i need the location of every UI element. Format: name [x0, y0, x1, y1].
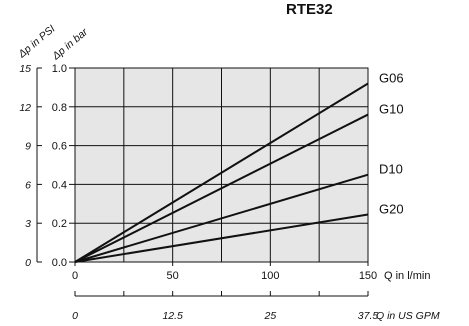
series-lines: G06 G10 D10 G20 [74, 71, 404, 263]
x-axis-lmin-tick-label: 150 [359, 270, 377, 282]
x-axis-lmin-tick-label: 50 [167, 270, 179, 282]
chart-title: RTE32 [286, 1, 333, 18]
x-axis-gpm-label: Q in US GPM [376, 310, 440, 322]
x-axis-gpm: 0 12.5 25 37.5 [72, 291, 378, 322]
series-line-d10 [74, 173, 369, 263]
x-axis-lmin-label: Q in l/min [384, 270, 430, 282]
y-axis-bar-tick-label: 1.0 [52, 63, 67, 75]
y-axis-bar-tick-label: 0.4 [52, 179, 67, 191]
x-axis-lmin-tick-label: 0 [72, 270, 78, 282]
y-axis-psi-tick-label: 12 [19, 102, 31, 114]
series-label-g10: G10 [379, 102, 404, 117]
y-axis-psi-tick-label: 15 [19, 63, 31, 75]
series-line-g10 [74, 113, 369, 263]
series-line-g20 [74, 213, 369, 263]
y-axis-bar-tick-label: 0.8 [52, 102, 67, 114]
x-axis-lmin-tick-label: 100 [261, 270, 279, 282]
series-label-g20: G20 [379, 201, 404, 216]
y-axis-psi-tick-label: 3 [25, 218, 31, 230]
y-axis-bar-tick-label: 0.2 [52, 218, 67, 230]
x-axis-lmin: 0 50 100 150 [72, 262, 377, 282]
y-axis-psi-tick-label: 6 [25, 179, 31, 191]
x-axis-gpm-tick-label: 0 [72, 310, 78, 322]
x-axis-gpm-tick-label: 25 [263, 310, 276, 322]
x-axis-gpm-tick-label: 12.5 [162, 310, 183, 322]
series-label-d10: D10 [379, 162, 403, 177]
y-axis-psi-tick-label: 0 [25, 257, 31, 269]
y-axis-psi: 0 3 6 9 12 15 [19, 63, 42, 269]
y-axis-bar: 0.0 0.2 0.4 0.6 0.8 1.0 [52, 63, 76, 269]
y-axis-bar-tick-label: 0.6 [52, 141, 67, 153]
series-label-g06: G06 [379, 71, 404, 86]
y-axis-bar-tick-label: 0.0 [52, 257, 67, 269]
x-axis-gpm-tick-label: 37.5 [358, 310, 379, 322]
series-line-g06 [74, 82, 369, 263]
y-axis-psi-tick-label: 9 [25, 141, 31, 153]
